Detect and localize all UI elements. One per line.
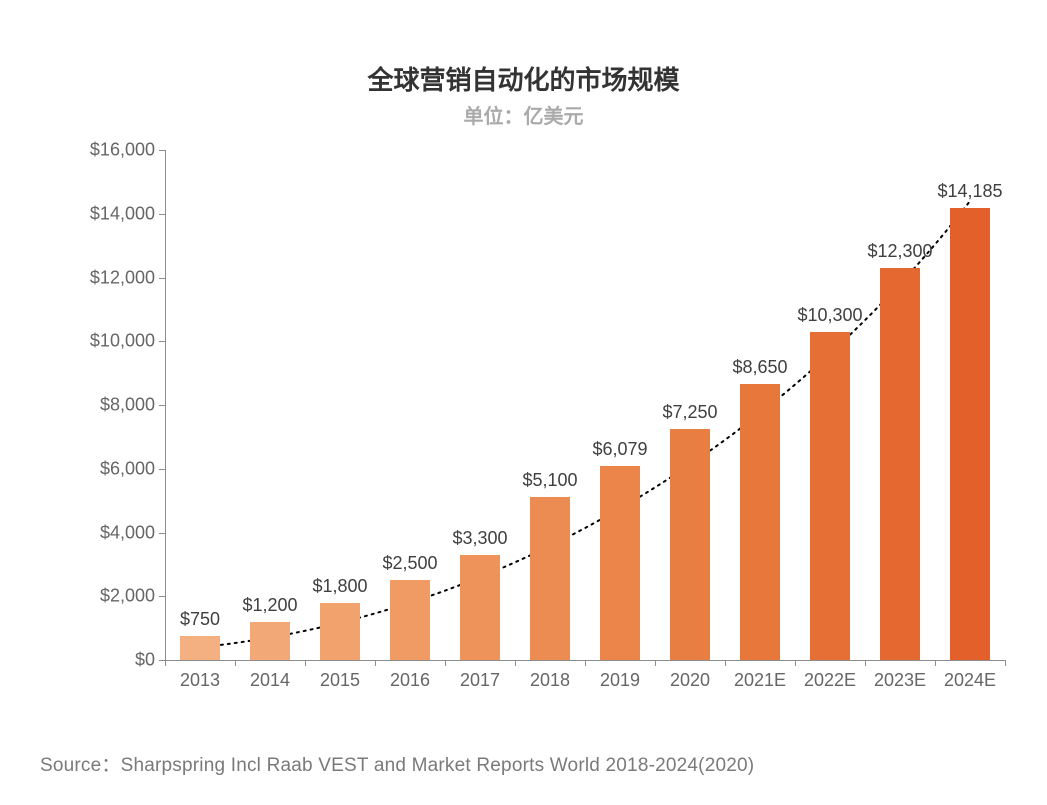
bar	[810, 332, 849, 660]
bar	[670, 429, 709, 660]
x-tick-label: 2013	[180, 660, 220, 691]
bar-value-label: $10,300	[797, 305, 862, 326]
x-tick-label: 2024E	[944, 660, 996, 691]
x-tick-label: 2017	[460, 660, 500, 691]
y-tick-label: $0	[135, 650, 165, 671]
y-tick-label: $2,000	[100, 586, 165, 607]
x-tick-label: 2020	[670, 660, 710, 691]
x-tick-mark	[725, 660, 726, 666]
x-tick-mark	[795, 660, 796, 666]
bar-value-label: $8,650	[732, 357, 787, 378]
y-tick-label: $10,000	[90, 331, 165, 352]
bar	[880, 268, 919, 660]
x-tick-label: 2021E	[734, 660, 786, 691]
x-tick-mark	[655, 660, 656, 666]
x-tick-label: 2023E	[874, 660, 926, 691]
x-tick-mark	[935, 660, 936, 666]
bar	[740, 384, 779, 660]
x-tick-label: 2018	[530, 660, 570, 691]
bar	[600, 466, 639, 660]
x-tick-label: 2022E	[804, 660, 856, 691]
bar-value-label: $2,500	[382, 553, 437, 574]
y-tick-label: $6,000	[100, 458, 165, 479]
chart-container: 全球营销自动化的市场规模 单位：亿美元 $0$2,000$4,000$6,000…	[0, 0, 1047, 805]
bar	[320, 603, 359, 660]
y-tick-label: $14,000	[90, 203, 165, 224]
bar-value-label: $1,200	[242, 595, 297, 616]
bar-value-label: $14,185	[937, 181, 1002, 202]
bar	[250, 622, 289, 660]
bar	[390, 580, 429, 660]
y-tick-label: $16,000	[90, 140, 165, 161]
x-tick-label: 2016	[390, 660, 430, 691]
x-tick-mark	[445, 660, 446, 666]
x-tick-label: 2019	[600, 660, 640, 691]
source-text: Source：Sharpspring Incl Raab VEST and Ma…	[40, 750, 754, 777]
bar-value-label: $7,250	[662, 402, 717, 423]
bar-value-label: $1,800	[312, 576, 367, 597]
bar	[950, 208, 989, 660]
x-tick-mark	[585, 660, 586, 666]
bar	[530, 497, 569, 660]
bar-value-label: $12,300	[867, 241, 932, 262]
bar	[180, 636, 219, 660]
chart-title: 全球营销自动化的市场规模	[0, 60, 1047, 97]
x-tick-label: 2015	[320, 660, 360, 691]
bar-value-label: $3,300	[452, 528, 507, 549]
bar-value-label: $5,100	[522, 470, 577, 491]
bar-value-label: $6,079	[592, 439, 647, 460]
x-tick-mark	[235, 660, 236, 666]
x-tick-mark	[1005, 660, 1006, 666]
bar-value-label: $750	[180, 609, 220, 630]
x-tick-label: 2014	[250, 660, 290, 691]
x-tick-mark	[865, 660, 866, 666]
x-tick-mark	[305, 660, 306, 666]
chart-subtitle: 单位：亿美元	[0, 100, 1047, 129]
x-tick-mark	[375, 660, 376, 666]
x-tick-mark	[515, 660, 516, 666]
trend-line	[165, 150, 1005, 660]
y-tick-label: $4,000	[100, 522, 165, 543]
y-tick-label: $12,000	[90, 267, 165, 288]
x-tick-mark	[165, 660, 166, 666]
plot-area: $0$2,000$4,000$6,000$8,000$10,000$12,000…	[165, 150, 1005, 660]
y-tick-label: $8,000	[100, 395, 165, 416]
bar	[460, 555, 499, 660]
